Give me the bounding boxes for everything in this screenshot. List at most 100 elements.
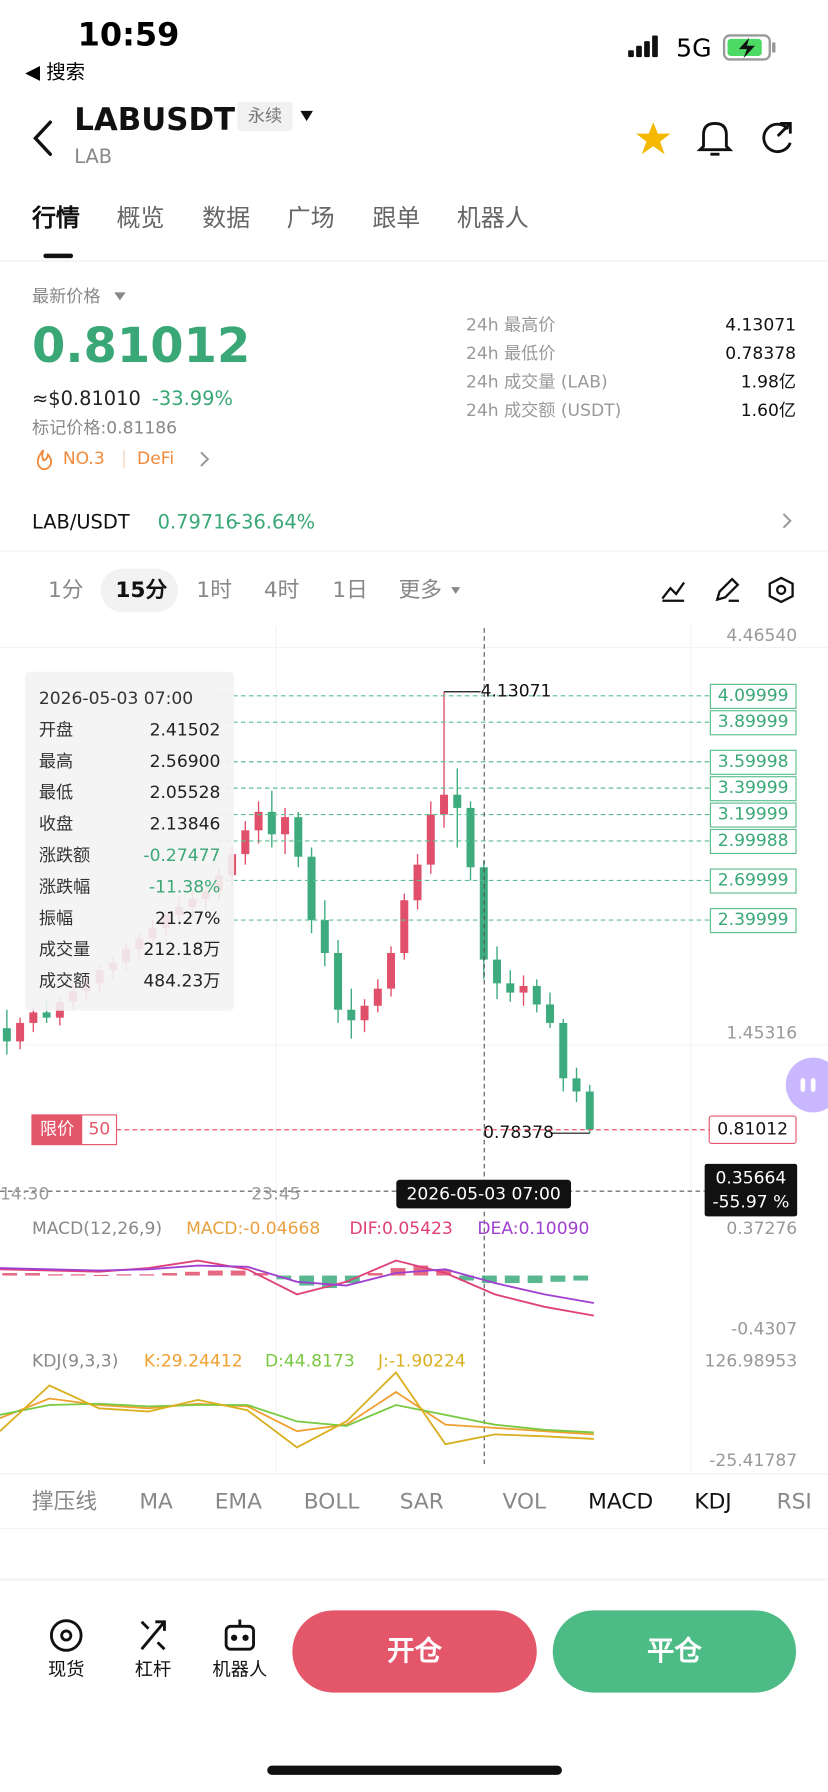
tooltip-value: -11.38%	[149, 877, 220, 897]
separator	[123, 450, 125, 469]
indicator-tab[interactable]: MACD	[588, 1489, 653, 1514]
y-tick-label: -0.4307	[731, 1319, 797, 1339]
dropdown-arrow[interactable]	[451, 587, 461, 594]
back-button[interactable]	[33, 120, 52, 156]
nav-label[interactable]: 杠杆	[135, 1659, 172, 1680]
macd-bar	[504, 1275, 520, 1284]
interval[interactable]: 更多	[399, 578, 442, 603]
settings-icon[interactable]	[768, 576, 794, 604]
kline-chart	[0, 647, 828, 1134]
level-box[interactable]	[709, 776, 797, 802]
bot-icon[interactable]	[224, 1619, 255, 1651]
tooltip-label: 成交额	[39, 972, 90, 992]
candle-body	[466, 807, 475, 868]
tooltip-label: 振幅	[39, 909, 73, 929]
macd-bar	[207, 1270, 223, 1276]
price-label[interactable]: 最新价格	[32, 287, 101, 307]
candle-body	[347, 1009, 356, 1021]
level-box[interactable]	[709, 908, 797, 934]
candle-body	[42, 1012, 51, 1018]
close-button[interactable]	[552, 1610, 797, 1693]
interval[interactable]: 1分	[48, 578, 84, 603]
indicator-tab[interactable]: SAR	[400, 1489, 444, 1514]
clock: 10:59	[78, 15, 180, 53]
margin-icon[interactable]	[140, 1620, 166, 1651]
x-tick-label: 23:45	[251, 1185, 300, 1205]
dropdown-arrow[interactable]	[300, 110, 313, 122]
macd-bar	[527, 1275, 543, 1284]
indicator-tab[interactable]: EMA	[215, 1489, 262, 1514]
assistant-bubble[interactable]	[785, 1057, 828, 1113]
interval[interactable]: 1日	[332, 578, 367, 603]
favorite-star[interactable]	[636, 122, 671, 155]
crosshair-change: -55.97 %	[712, 1193, 789, 1213]
macd-bar	[162, 1273, 178, 1276]
level-label: 4.09999	[718, 686, 789, 706]
candle-body	[29, 1012, 38, 1023]
candle-body	[2, 1028, 11, 1042]
level-box[interactable]	[709, 868, 797, 894]
indicator-tab[interactable]: 撑压线	[32, 1489, 97, 1514]
nav-label[interactable]: 机器人	[212, 1659, 267, 1680]
candle-body	[453, 794, 462, 808]
candle-body	[546, 1004, 555, 1023]
dropdown-arrow[interactable]	[114, 292, 126, 301]
high-label: 4.13071	[481, 682, 552, 702]
level-box[interactable]	[709, 749, 797, 775]
open-button[interactable]	[292, 1610, 537, 1693]
indicator-tab[interactable]: KDJ	[694, 1489, 731, 1514]
level-box[interactable]	[709, 828, 797, 855]
tab[interactable]: 概览	[116, 204, 164, 232]
interval[interactable]: 4时	[264, 578, 299, 603]
tooltip-value: 2.56900	[150, 752, 221, 772]
hot-icon	[36, 449, 53, 471]
crosshair-value-box	[704, 1163, 798, 1217]
tooltip-label: 最低	[39, 783, 73, 803]
tooltip-value: 484.23万	[143, 972, 220, 992]
kdj-k-line	[0, 1390, 594, 1436]
draw-icon[interactable]	[715, 577, 740, 602]
tab[interactable]: 跟单	[372, 204, 420, 232]
alert-bell[interactable]	[696, 121, 734, 156]
macd-bar	[25, 1273, 40, 1276]
interval[interactable]: 15分	[115, 578, 167, 603]
level-box[interactable]	[709, 683, 797, 709]
sector-tag[interactable]: DeFi	[137, 449, 174, 469]
macd-bar	[367, 1273, 383, 1276]
tab[interactable]: 广场	[287, 204, 335, 232]
nav-label[interactable]: 现货	[48, 1659, 85, 1680]
close-label: 平仓	[647, 1636, 702, 1667]
divider	[0, 550, 828, 552]
interval-selected-bg	[100, 568, 179, 613]
tooltip-label: 成交量	[39, 940, 90, 960]
indicator-tab[interactable]: VOL	[503, 1489, 547, 1514]
low-label: 0.78378	[483, 1123, 554, 1143]
candle-body	[440, 794, 449, 815]
indicator-icon[interactable]	[661, 581, 686, 602]
chevron[interactable]	[200, 451, 210, 467]
tab[interactable]: 机器人	[457, 204, 529, 232]
level-box[interactable]	[709, 802, 797, 828]
back-to-app[interactable]: ◀ 搜索	[25, 60, 85, 83]
tab-indicator	[43, 253, 74, 259]
interval[interactable]: 1时	[196, 578, 232, 603]
stat-label: 24h 成交额 (USDT)	[466, 401, 621, 421]
indicator-tab[interactable]: BOLL	[304, 1489, 360, 1514]
divider	[0, 260, 828, 262]
level-box[interactable]	[709, 710, 797, 736]
tab[interactable]: 行情	[31, 204, 80, 232]
spot-icon[interactable]	[49, 1619, 83, 1652]
candle-body	[519, 985, 528, 993]
last-price: 0.81012	[32, 318, 250, 374]
tab[interactable]: 数据	[202, 204, 250, 232]
contract-badge: 永续	[248, 107, 282, 127]
pair-name[interactable]: LAB/USDT	[32, 510, 130, 533]
y-tick-label: 0.37276	[726, 1219, 797, 1239]
macd-value: MACD:-0.04668	[186, 1219, 320, 1239]
indicator-tab[interactable]: MA	[139, 1489, 173, 1514]
chevron[interactable]	[782, 513, 792, 529]
dif-value: DIF:0.05423	[349, 1219, 452, 1239]
indicator-tab[interactable]: RSI	[777, 1489, 812, 1514]
candle-body	[413, 864, 422, 901]
share-icon[interactable]	[762, 121, 792, 153]
